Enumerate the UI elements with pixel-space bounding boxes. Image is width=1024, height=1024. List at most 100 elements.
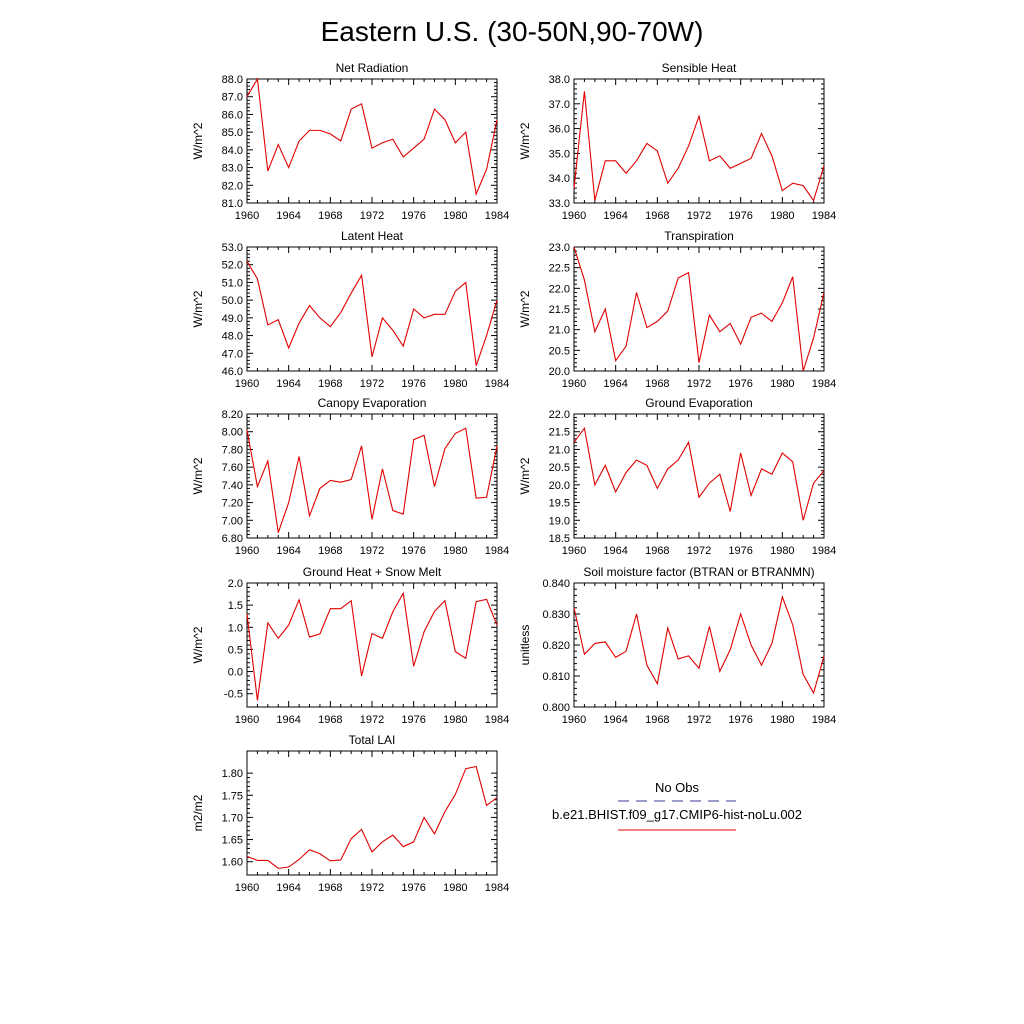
series-line [246,765,498,869]
x-tick-label: 1964 [603,210,627,222]
x-tick-label: 1964 [276,545,300,557]
x-tick-label: 1964 [276,714,300,726]
panel-title: Total LAI [349,733,396,747]
y-tick-label: 85.0 [222,127,243,139]
x-tick-label: 1960 [562,378,586,390]
y-tick-label: 46.0 [222,366,243,378]
y-tick-label: 7.60 [222,462,243,474]
panel-6: Ground Evaporation 18.5 19.0 19.5 20.0 20.5 21… [518,396,836,557]
y-tick-label: 1.80 [222,768,243,780]
panel-title: Canopy Evaporation [318,396,427,410]
x-tick-label: 1964 [276,882,300,894]
x-tick-label: 1984 [812,378,836,390]
x-tick-label: 1960 [235,210,259,222]
panel-9: Total LAI 1.60 1.65 1.70 1.75 1.80 1960 1964 196… [191,733,509,894]
y-tick-label: 82.0 [222,180,243,192]
x-tick-label: 1984 [485,545,509,557]
y-tick-label: 1.70 [222,812,243,824]
y-tick-label: -0.5 [224,689,243,701]
x-tick-label: 1980 [443,545,467,557]
y-axis-label: W/m^2 [191,122,205,159]
x-tick-label: 1968 [318,545,342,557]
x-tick-label: 1980 [770,378,794,390]
y-tick-label: 33.0 [549,198,570,210]
series-line [573,91,825,202]
x-tick-label: 1960 [235,882,259,894]
panel-8: Soil moisture factor (BTRAN or BTRANMN) 0… [518,565,836,726]
panel-title: Ground Evaporation [645,396,752,410]
x-tick-label: 1984 [485,210,509,222]
y-tick-label: 7.00 [222,515,243,527]
y-tick-label: 1.65 [222,835,243,847]
x-tick-label: 1972 [687,378,711,390]
x-tick-label: 1984 [485,378,509,390]
y-tick-label: 84.0 [222,145,243,157]
y-tick-label: 21.5 [549,304,570,316]
y-tick-label: 20.5 [549,462,570,474]
y-tick-label: 18.5 [549,533,570,545]
y-tick-label: 38.0 [549,74,570,86]
x-tick-label: 1964 [276,378,300,390]
panel-4: Transpiration 20.0 20.5 21.0 21.5 22.0 22.5 23.… [518,229,836,390]
y-tick-label: 19.0 [549,515,570,527]
y-tick-label: 0.820 [542,640,570,652]
series-line [246,427,498,533]
x-tick-label: 1980 [443,714,467,726]
y-tick-label: 20.0 [549,480,570,492]
y-tick-label: 34.0 [549,173,570,185]
panel-title: Transpiration [664,229,734,243]
x-tick-label: 1976 [401,882,425,894]
y-tick-label: 21.5 [549,427,570,439]
y-tick-label: 21.0 [549,325,570,337]
x-tick-label: 1980 [443,882,467,894]
x-tick-label: 1980 [770,714,794,726]
x-tick-label: 1976 [401,378,425,390]
y-tick-label: 1.5 [228,600,243,612]
legend-model-label: b.e21.BHIST.f09_g17.CMIP6-hist-noLu.002 [552,807,802,822]
x-tick-label: 1972 [360,545,384,557]
y-tick-label: 37.0 [549,99,570,111]
y-tick-label: 87.0 [222,92,243,104]
y-tick-label: 22.0 [549,409,570,421]
x-tick-label: 1984 [812,210,836,222]
y-tick-label: 52.0 [222,260,243,272]
x-tick-label: 1980 [770,545,794,557]
y-tick-label: 21.0 [549,444,570,456]
x-tick-label: 1960 [562,210,586,222]
y-tick-label: 0.840 [542,578,570,590]
x-tick-label: 1968 [645,714,669,726]
y-tick-label: 0.830 [542,609,570,621]
y-tick-label: 8.20 [222,409,243,421]
y-tick-label: 0.810 [542,671,570,683]
y-tick-label: 1.60 [222,857,243,869]
series-line [573,426,825,521]
y-tick-label: 81.0 [222,198,243,210]
panel-2: Sensible Heat 33.0 34.0 35.0 36.0 37.0 38.0 196… [518,61,836,222]
x-tick-label: 1984 [812,545,836,557]
y-tick-label: 47.0 [222,348,243,360]
y-axis-label: W/m^2 [518,290,532,327]
y-tick-label: 35.0 [549,148,570,160]
series-line [573,246,825,372]
y-axis-label: W/m^2 [518,457,532,494]
x-tick-label: 1972 [360,882,384,894]
y-tick-label: 20.0 [549,366,570,378]
panel-title: Latent Heat [341,229,404,243]
x-tick-label: 1968 [318,210,342,222]
panel-title: Net Radiation [336,61,409,75]
y-tick-label: 19.5 [549,498,570,510]
x-tick-label: 1984 [485,714,509,726]
x-tick-label: 1976 [401,714,425,726]
x-tick-label: 1976 [401,210,425,222]
panel-title: Soil moisture factor (BTRAN or BTRANMN) [583,565,814,579]
x-tick-label: 1976 [401,545,425,557]
x-tick-label: 1960 [562,545,586,557]
series-line [573,595,825,695]
y-tick-label: 7.80 [222,444,243,456]
y-tick-label: 7.40 [222,480,243,492]
x-tick-label: 1972 [687,210,711,222]
x-tick-label: 1960 [235,714,259,726]
x-tick-label: 1980 [443,378,467,390]
x-tick-label: 1964 [276,210,300,222]
